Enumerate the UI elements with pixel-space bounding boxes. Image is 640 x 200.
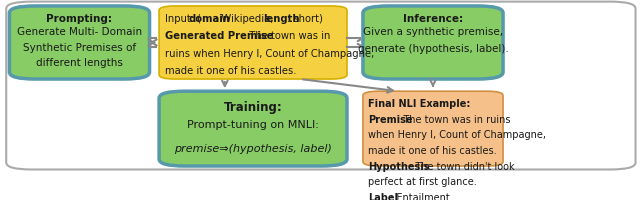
- Text: different lengths: different lengths: [36, 58, 123, 68]
- Text: : The town didn't look: : The town didn't look: [410, 161, 515, 171]
- Text: Prompt-tuning on MNLI:: Prompt-tuning on MNLI:: [187, 119, 319, 129]
- Text: when Henry I, Count of Champagne,: when Henry I, Count of Champagne,: [368, 130, 546, 140]
- Text: made it one of his castles.: made it one of his castles.: [368, 145, 497, 155]
- Text: generate (hypothesis, label).: generate (hypothesis, label).: [358, 44, 508, 54]
- FancyBboxPatch shape: [10, 7, 150, 80]
- Text: domain: domain: [188, 14, 230, 24]
- FancyBboxPatch shape: [159, 92, 347, 166]
- Text: Given a synthetic premise,: Given a synthetic premise,: [363, 27, 503, 37]
- FancyBboxPatch shape: [363, 92, 503, 166]
- Text: Inference:: Inference:: [403, 14, 463, 24]
- FancyBboxPatch shape: [159, 7, 347, 80]
- Text: Final NLI Example:: Final NLI Example:: [368, 99, 470, 109]
- Text: Premise: Premise: [368, 114, 413, 124]
- Text: perfect at first glance.: perfect at first glance.: [368, 177, 477, 187]
- Text: Generated Premise: Generated Premise: [165, 31, 273, 41]
- Text: : short): : short): [287, 14, 323, 24]
- Text: Hypothesis: Hypothesis: [368, 161, 429, 171]
- Text: made it one of his castles.: made it one of his castles.: [165, 66, 296, 76]
- Text: Prompting:: Prompting:: [47, 14, 113, 24]
- Text: Generate Multi- Domain: Generate Multi- Domain: [17, 27, 142, 37]
- Text: Synthetic Premises of: Synthetic Premises of: [23, 42, 136, 52]
- Text: Training:: Training:: [223, 100, 282, 113]
- Text: : Wikipedia,: : Wikipedia,: [215, 14, 276, 24]
- Text: premise⇒(hypothesis, label): premise⇒(hypothesis, label): [174, 143, 332, 153]
- FancyBboxPatch shape: [363, 7, 503, 80]
- Text: : The town was in ruins: : The town was in ruins: [397, 114, 511, 124]
- Text: Input: (: Input: (: [165, 14, 201, 24]
- Text: ruins when Henry I, Count of Champagne,: ruins when Henry I, Count of Champagne,: [165, 48, 374, 58]
- Text: : The town was in: : The town was in: [243, 31, 330, 41]
- Text: : Entailment: : Entailment: [390, 192, 449, 200]
- Text: length: length: [264, 14, 300, 24]
- Text: Label: Label: [368, 192, 398, 200]
- FancyBboxPatch shape: [6, 3, 636, 170]
